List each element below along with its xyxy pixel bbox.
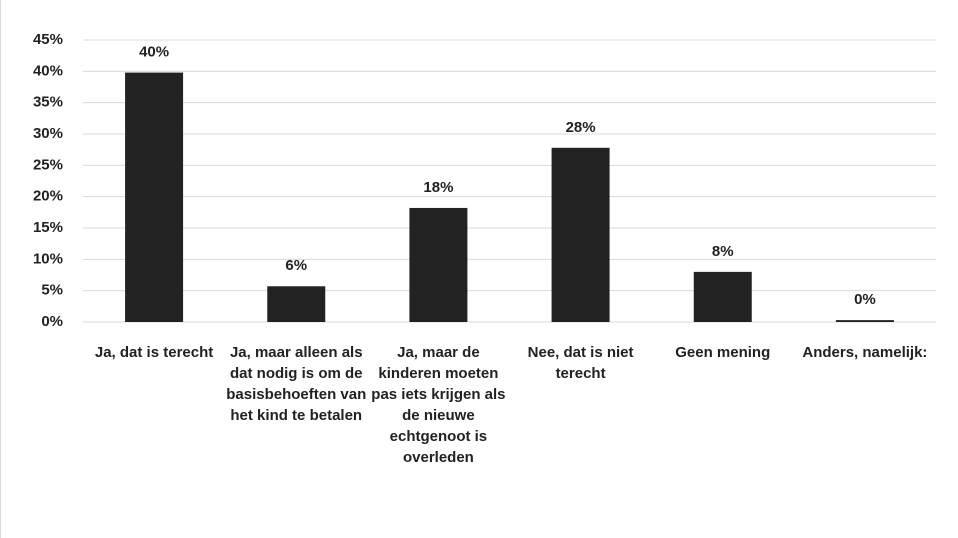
y-tick-label: 45% xyxy=(33,31,63,48)
bar xyxy=(693,271,752,322)
x-tick-label: Ja, dat is terecht xyxy=(94,344,214,361)
y-tick-label: 25% xyxy=(33,156,63,173)
bar xyxy=(267,286,326,322)
y-tick-label: 5% xyxy=(41,282,63,299)
x-tick-label: Ja, maar de kinderen moeten pas iets kri… xyxy=(371,344,506,466)
y-tick-label: 40% xyxy=(33,62,63,79)
bar xyxy=(551,147,610,322)
data-label: 40% xyxy=(139,44,169,61)
data-label: 8% xyxy=(712,243,734,260)
bar xyxy=(835,320,894,322)
x-tick-label: Anders, namelijk: xyxy=(802,344,928,361)
y-tick-label: 10% xyxy=(33,250,63,267)
data-label: 28% xyxy=(566,119,596,136)
x-tick-label: Ja, maar alleen als dat nodig is om de b… xyxy=(226,344,367,424)
data-label: 6% xyxy=(285,257,307,274)
x-tick-label: Nee, dat is niet terecht xyxy=(527,344,634,382)
y-tick-label: 30% xyxy=(33,125,63,142)
data-label: 18% xyxy=(423,179,453,196)
y-tick-label: 35% xyxy=(33,94,63,111)
y-tick-label: 0% xyxy=(41,313,63,330)
bar xyxy=(409,207,468,322)
y-tick-label: 15% xyxy=(33,219,63,236)
data-label: 0% xyxy=(854,291,876,308)
x-tick-label: Geen mening xyxy=(675,344,771,361)
y-tick-label: 20% xyxy=(33,188,63,205)
bar xyxy=(125,72,184,322)
